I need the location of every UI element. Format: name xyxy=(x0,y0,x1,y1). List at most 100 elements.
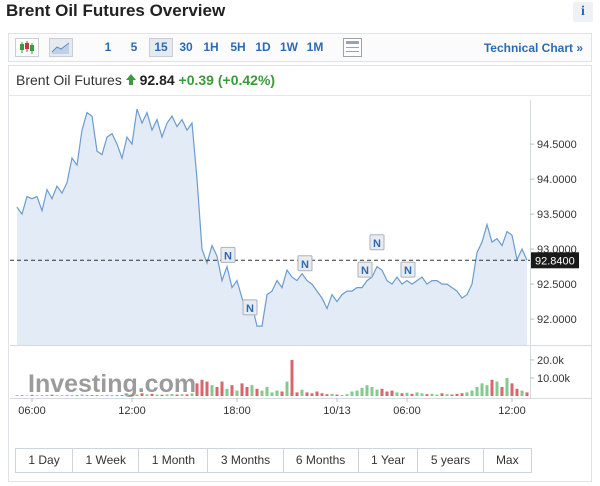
quote: Brent Oil Futures 92.84 +0.39 (+0.42%) xyxy=(16,72,275,88)
volume-bar xyxy=(285,381,289,396)
volume-bar xyxy=(455,393,459,396)
candlestick-icon[interactable] xyxy=(15,38,39,57)
volume-bar xyxy=(85,394,89,396)
interval-button[interactable]: 1H xyxy=(203,40,219,54)
volume-bar xyxy=(105,394,109,396)
news-marker-label: N xyxy=(224,250,232,262)
range-button[interactable]: 1 Week xyxy=(73,449,140,472)
range-button[interactable]: 6 Months xyxy=(284,449,359,472)
news-marker xyxy=(369,234,385,251)
volume-bar xyxy=(90,395,94,396)
volume-bar xyxy=(130,394,134,396)
volume-bar xyxy=(420,393,424,396)
volume-bar xyxy=(195,383,199,396)
volume-bar xyxy=(440,393,444,396)
volume-bar xyxy=(160,394,164,396)
page-title: Brent Oil Futures Overview xyxy=(6,1,226,20)
chart-panel xyxy=(8,65,592,482)
info-icon[interactable]: i xyxy=(573,2,593,22)
volume-bar xyxy=(275,390,279,396)
news-marker-label: N xyxy=(373,238,381,250)
volume-bar xyxy=(240,383,244,396)
volume-bar xyxy=(490,379,494,396)
volume-bar xyxy=(435,394,439,396)
volume-bar xyxy=(520,390,524,396)
volume-bar xyxy=(145,394,149,396)
price-line xyxy=(16,108,528,327)
x-tick-label: 12:00 xyxy=(498,405,526,417)
range-button[interactable]: 1 Year xyxy=(359,449,419,472)
interval-button[interactable]: 1M xyxy=(306,40,324,54)
volume-bar xyxy=(325,394,329,396)
volume-bar xyxy=(140,393,144,396)
volume-bar xyxy=(170,394,174,396)
volume-bar xyxy=(215,386,219,396)
range-button[interactable]: 1 Day xyxy=(16,449,74,472)
volume-bar xyxy=(330,393,334,396)
volume-bar xyxy=(315,391,319,396)
volume-bar xyxy=(70,395,74,396)
volume-bar xyxy=(265,386,269,396)
volume-bar xyxy=(500,386,504,396)
volume-bar xyxy=(400,393,404,396)
interval-button[interactable]: 5 xyxy=(130,40,138,54)
price: 92.84 xyxy=(139,72,175,88)
table-icon[interactable] xyxy=(343,38,362,57)
interval-button[interactable]: 15 xyxy=(149,38,173,57)
volume-bar xyxy=(395,392,399,396)
volume-bar xyxy=(20,395,24,396)
volume-bar xyxy=(50,394,54,396)
volume-bar xyxy=(180,394,184,396)
volume-bar xyxy=(390,390,394,396)
volume-bar xyxy=(30,394,34,396)
volume-bar xyxy=(40,395,44,396)
range-button[interactable]: 5 years xyxy=(418,449,484,472)
volume-bar xyxy=(415,392,419,396)
x-tick-label: 06:00 xyxy=(18,405,46,417)
volume-bar xyxy=(75,395,79,396)
volume-tick-label: 20.0k xyxy=(537,355,564,367)
watermark: Investing.com xyxy=(28,370,196,398)
volume-bar xyxy=(345,394,349,396)
interval-button[interactable]: 5H xyxy=(230,40,246,54)
volume-bar xyxy=(230,385,234,396)
volume-bar xyxy=(300,389,304,396)
last-price-box xyxy=(531,252,579,269)
y-tick-label: 94.5000 xyxy=(537,139,577,151)
volume-bar xyxy=(350,391,354,396)
volume-bar xyxy=(260,390,264,396)
range-buttons: 1 Day 1 Week 1 Month 3 Months 6 Months 1 Year… xyxy=(15,448,532,473)
volume-bar xyxy=(35,395,39,396)
volume-bar xyxy=(120,395,124,396)
interval-button[interactable]: 1D xyxy=(255,40,271,54)
y-tick-label: 94.0000 xyxy=(537,174,577,186)
volume-bar xyxy=(305,392,309,396)
interval-button[interactable]: 30 xyxy=(179,40,193,54)
range-button[interactable]: Max xyxy=(495,453,519,467)
volume-bar xyxy=(310,393,314,396)
range-button[interactable]: 1 Month xyxy=(139,449,209,472)
volume-bar xyxy=(225,388,229,396)
interval-button[interactable]: 1W xyxy=(280,40,298,54)
volume-bar xyxy=(405,392,409,396)
volume-bar xyxy=(450,394,454,396)
interval-button[interactable]: 1 xyxy=(104,40,112,54)
range-button[interactable]: 3 Months xyxy=(208,449,284,472)
news-marker-label: N xyxy=(301,259,309,271)
toolbar: Technical Chart » 1 5 15 30 1H 5H 1D 1W 1M xyxy=(8,33,592,62)
volume-bar xyxy=(430,393,434,396)
volume-bar xyxy=(470,390,474,396)
volume-bar xyxy=(355,390,359,396)
news-marker-label: N xyxy=(246,303,254,315)
technical-chart-link[interactable]: Technical Chart » xyxy=(483,41,583,55)
news-marker-label: N xyxy=(361,265,369,277)
area-icon[interactable] xyxy=(49,38,73,57)
volume-bar xyxy=(280,391,284,396)
volume-bar xyxy=(255,388,259,396)
volume-bar xyxy=(445,394,449,396)
volume-bar xyxy=(250,385,254,396)
volume-bar xyxy=(165,394,169,396)
volume-bar xyxy=(495,381,499,396)
volume-bar xyxy=(135,394,139,396)
